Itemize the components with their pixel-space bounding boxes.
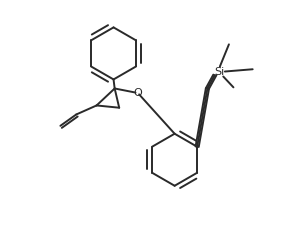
Text: Si: Si	[215, 66, 225, 76]
Text: O: O	[133, 88, 142, 98]
